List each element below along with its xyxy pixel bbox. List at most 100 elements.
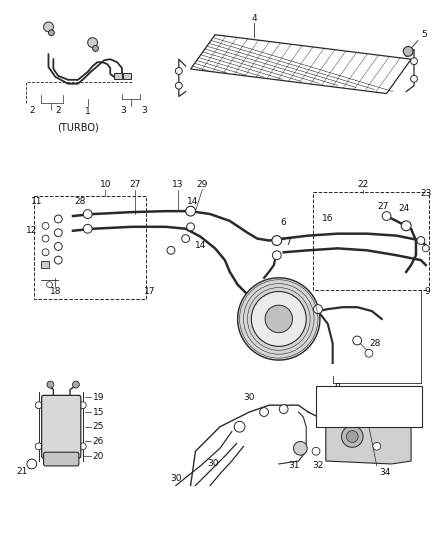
Text: (TURBO): (TURBO): [57, 123, 99, 133]
Text: 19: 19: [92, 393, 104, 402]
Circle shape: [167, 246, 175, 254]
Polygon shape: [326, 402, 411, 464]
Text: 8: 8: [335, 383, 340, 392]
Circle shape: [422, 245, 429, 252]
Circle shape: [92, 45, 99, 51]
Circle shape: [42, 235, 49, 242]
Text: -- -- -- -- -- --: -- -- -- -- -- --: [320, 410, 349, 415]
Circle shape: [47, 381, 54, 388]
Text: 4: 4: [251, 13, 257, 22]
FancyBboxPatch shape: [43, 452, 79, 466]
Circle shape: [401, 221, 411, 231]
Circle shape: [260, 408, 268, 416]
Circle shape: [346, 431, 358, 442]
Circle shape: [403, 46, 413, 56]
Text: 18: 18: [49, 287, 61, 296]
Circle shape: [73, 381, 79, 388]
Text: 25: 25: [92, 422, 104, 431]
Text: 24: 24: [399, 204, 410, 213]
Polygon shape: [191, 35, 411, 93]
Text: 23: 23: [420, 189, 431, 198]
Text: 22: 22: [357, 180, 369, 189]
Circle shape: [342, 426, 363, 447]
Circle shape: [79, 443, 86, 450]
Text: 3: 3: [141, 106, 148, 115]
Circle shape: [238, 278, 320, 360]
Text: 7: 7: [286, 238, 291, 247]
Circle shape: [175, 68, 182, 75]
Text: 26: 26: [92, 437, 104, 446]
Circle shape: [79, 402, 86, 409]
Text: CAUTION: CAUTION: [320, 389, 348, 393]
Text: 13: 13: [172, 180, 184, 189]
Text: 30: 30: [170, 474, 182, 483]
Text: 2: 2: [56, 106, 61, 115]
Text: 30: 30: [207, 459, 219, 469]
Text: 14: 14: [195, 241, 206, 250]
Text: 9: 9: [425, 287, 431, 296]
Text: 3: 3: [120, 106, 126, 115]
Text: 27: 27: [377, 201, 389, 211]
Text: 28: 28: [369, 339, 381, 348]
Circle shape: [88, 38, 98, 47]
Circle shape: [410, 58, 417, 64]
Text: 15: 15: [92, 408, 104, 416]
Circle shape: [46, 281, 53, 288]
Circle shape: [314, 305, 322, 313]
Bar: [123, 73, 131, 79]
Text: 1: 1: [85, 107, 91, 116]
Text: 14: 14: [187, 197, 198, 206]
Circle shape: [187, 223, 194, 231]
Circle shape: [279, 405, 288, 414]
Text: 29: 29: [197, 180, 208, 189]
Circle shape: [272, 236, 282, 245]
Circle shape: [42, 222, 49, 229]
Bar: [41, 261, 49, 268]
Text: 30: 30: [244, 393, 255, 402]
Circle shape: [49, 30, 54, 36]
Circle shape: [27, 459, 37, 469]
Circle shape: [417, 237, 425, 245]
Circle shape: [175, 82, 182, 89]
Text: 11: 11: [31, 197, 42, 206]
Circle shape: [35, 443, 42, 450]
Circle shape: [186, 206, 195, 216]
Text: 32: 32: [312, 462, 324, 471]
Bar: [114, 73, 122, 79]
Circle shape: [54, 229, 62, 237]
Text: 34: 34: [379, 469, 390, 477]
Circle shape: [265, 305, 293, 333]
Text: 5: 5: [421, 30, 427, 39]
Bar: [316, 385, 422, 427]
Text: 33: 33: [273, 319, 285, 328]
Circle shape: [182, 235, 190, 243]
Circle shape: [365, 349, 373, 357]
Text: 31: 31: [289, 462, 300, 471]
Circle shape: [35, 402, 42, 409]
Text: 2: 2: [29, 106, 35, 115]
Circle shape: [312, 447, 320, 455]
Circle shape: [83, 209, 92, 219]
Text: 21: 21: [16, 467, 28, 477]
Circle shape: [293, 441, 307, 455]
Text: AIR  CONDITIONER: AIR CONDITIONER: [320, 399, 377, 404]
Text: 28: 28: [74, 197, 85, 206]
Text: 27: 27: [129, 180, 141, 189]
Text: 16: 16: [322, 214, 333, 223]
Bar: [313, 191, 429, 289]
Circle shape: [272, 251, 281, 260]
Text: 17: 17: [144, 287, 155, 296]
Circle shape: [234, 422, 245, 432]
Circle shape: [42, 249, 49, 256]
Text: 12: 12: [26, 226, 38, 235]
Circle shape: [54, 256, 62, 264]
Text: 10: 10: [99, 180, 111, 189]
Circle shape: [353, 336, 362, 345]
Circle shape: [251, 292, 306, 346]
Circle shape: [54, 243, 62, 251]
Circle shape: [54, 215, 62, 223]
Circle shape: [83, 224, 92, 233]
Text: -- -- -- --: -- -- -- --: [320, 419, 339, 424]
Circle shape: [382, 212, 391, 221]
FancyBboxPatch shape: [42, 395, 81, 458]
